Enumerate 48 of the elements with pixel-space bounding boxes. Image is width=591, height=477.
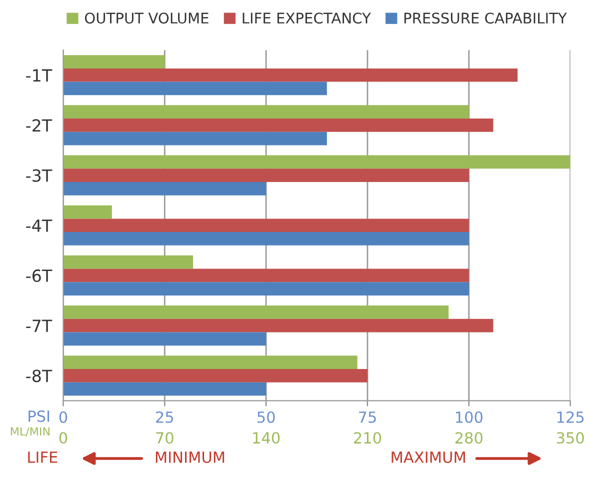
bar	[63, 68, 518, 82]
bar	[63, 356, 358, 369]
legend-label: OUTPUT VOLUME	[84, 12, 208, 24]
bar	[63, 268, 469, 282]
x-tick-label: 75	[359, 412, 376, 423]
x2-tick-label: 350	[556, 432, 584, 444]
bar	[63, 255, 194, 269]
y-tick-label: -6T	[26, 269, 52, 282]
bar	[63, 282, 469, 296]
bar	[63, 155, 570, 169]
x-tick-label: 100	[456, 411, 482, 423]
x2-tick-label: 70	[156, 432, 174, 444]
text: MAXIMUM	[392, 452, 465, 463]
x2-tick-label: 0	[59, 432, 68, 444]
bar	[63, 168, 469, 182]
bar	[63, 182, 266, 196]
y-tick-label: -1T	[26, 69, 52, 82]
text: MINIMUM	[156, 452, 224, 463]
legend-label: LIFE EXPECTANCY	[242, 12, 371, 24]
x2-tick-label: 280	[455, 432, 482, 444]
x-tick-label: 25	[156, 411, 174, 423]
bar	[63, 82, 327, 96]
y-tick-label: -3T	[26, 169, 52, 182]
legend-label: PRESSURE CAPABILITY	[404, 12, 567, 24]
bar	[63, 368, 368, 382]
bar	[63, 318, 494, 332]
y-tick-label: -7T	[26, 320, 52, 332]
x-tick-label: 0	[59, 411, 68, 423]
text: LIFE	[28, 452, 58, 463]
y-tick-label: -2T	[26, 119, 52, 132]
bar	[63, 118, 494, 132]
bar	[63, 205, 112, 219]
x-tick-label: 50	[258, 411, 275, 423]
bar	[63, 332, 266, 346]
bar	[63, 105, 469, 119]
bar	[63, 55, 165, 68]
bar	[63, 132, 327, 146]
x-tick-label: 125	[557, 411, 584, 423]
y-tick-label: -8T	[26, 370, 52, 382]
bar	[63, 306, 449, 319]
x-axis-title: PSI	[28, 410, 50, 422]
x2-axis-title: ML/MIN	[10, 427, 50, 436]
x2-tick-label: 210	[354, 432, 382, 444]
bar	[63, 218, 469, 232]
x2-tick-label: 140	[253, 432, 280, 444]
bar	[63, 232, 469, 246]
y-tick-label: -4T	[26, 220, 52, 232]
bar	[63, 382, 266, 396]
